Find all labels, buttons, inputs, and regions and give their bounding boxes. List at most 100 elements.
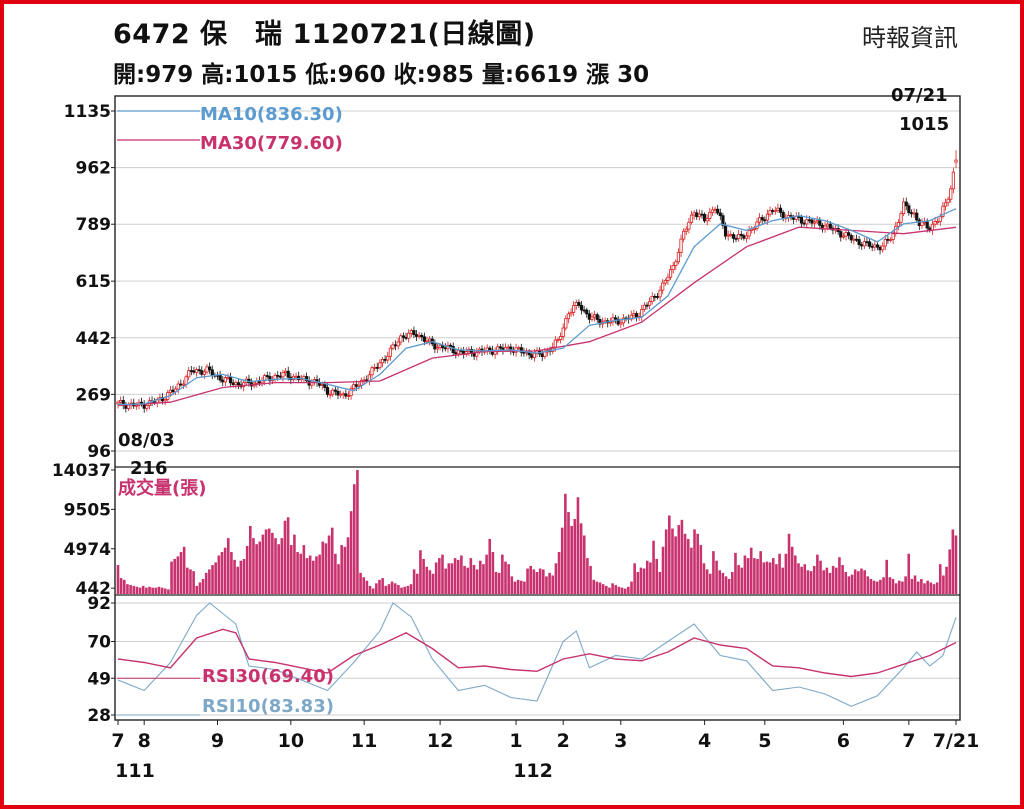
x-year-label: 112 [513,760,553,782]
candle-body [286,370,290,378]
candle-body [925,221,929,229]
candle-body [878,246,882,251]
candle-body [645,304,649,307]
volume-bar [519,580,523,594]
candle-body [556,339,560,341]
volume-bar [393,583,397,594]
volume-bar [450,563,454,594]
volume-bar [327,535,331,594]
candle-body [566,313,571,320]
ma10-legend: MA10(836.30) [200,104,343,125]
candle-body [294,375,298,378]
volume-bar [945,566,948,594]
candle-body [773,209,777,212]
volume-bar [677,525,681,594]
candle-body [818,220,822,226]
volume-bar [438,558,441,594]
candle-body [946,198,950,204]
candle-body [687,221,691,230]
volume-bar [693,529,696,594]
candle-body [543,351,547,358]
candle-body [881,245,885,251]
volume-bar [605,585,608,594]
volume-bar [727,578,731,594]
volume-bar [658,572,662,594]
volume-bar [129,585,132,594]
volume-bar [702,563,706,594]
candle-body [187,370,191,378]
candle-body [281,372,285,378]
candle-body [742,235,746,239]
volume-bar [724,576,728,594]
candle-body [904,201,908,207]
x-tick-label: 3 [614,730,627,752]
volume-bar [368,585,372,594]
candle-body [912,212,916,215]
volume-bar [375,583,378,594]
candle-body [532,352,536,358]
volume-bar [157,586,161,594]
volume-bar [614,585,618,594]
volume-bar [920,578,923,594]
candle-body [346,395,351,398]
volume-bar [573,518,577,594]
candle-body [737,234,741,239]
candle-body [907,205,911,214]
candle-body [689,214,694,223]
volume-bar [230,552,233,594]
volume-bar [554,563,558,594]
volume-bar [343,546,347,594]
candle-body [564,318,568,329]
candle-body [352,384,356,390]
candle-body [373,366,377,369]
candle-body [116,401,120,405]
volume-bar [582,535,586,594]
candle-body [862,241,866,247]
candle-body [886,238,890,241]
candle-body [365,379,369,382]
volume-bar [866,576,870,594]
volume-bar [800,566,803,594]
volume-panel [116,470,958,594]
volume-bar [759,551,762,594]
volume-bar [639,567,643,594]
candle-body [933,221,937,225]
axes: 1135962789615442269961403795054974442927… [52,95,979,782]
candle-body [200,370,204,375]
candle-body [192,370,196,373]
candle-body [506,346,510,349]
candle-body [771,210,775,212]
source-label: 時報資訊 [862,24,958,52]
candle-body [338,393,343,396]
candle-body [613,317,618,320]
volume-bar [318,554,321,594]
volume-bar [737,565,740,594]
price-tick-label: 442 [76,329,112,349]
candle-body [124,404,128,409]
candle-body [679,238,683,253]
x-tick-label: 4 [698,730,711,752]
candle-body [653,296,657,298]
price-tick-label: 1135 [64,102,111,122]
volume-bar [497,572,501,594]
candle-body [857,239,861,245]
candle-body [726,234,730,237]
volume-bar [913,575,917,594]
candle-body [621,317,626,324]
volume-bar [564,493,567,594]
candle-body [703,213,707,222]
volume-bar [740,567,744,594]
x-tick-label: 6 [837,730,850,752]
candle-body [938,216,942,222]
price-tick-label: 269 [76,385,112,405]
x-tick-label: 7 [111,730,124,752]
volume-bar [189,569,192,594]
volume-bar [463,565,466,594]
volume-bar [891,578,895,594]
volume-bar [844,572,848,594]
volume-bar [277,544,280,594]
volume-bar [794,555,797,594]
volume-bar [589,565,592,594]
volume-bar [217,555,221,594]
volume-bar [797,563,800,594]
